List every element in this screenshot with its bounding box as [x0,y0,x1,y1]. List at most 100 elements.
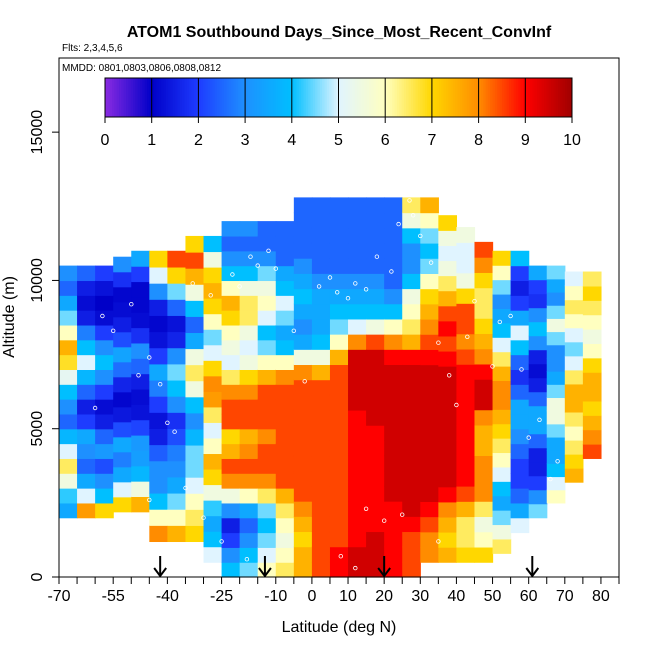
heatmap-cell [293,273,313,290]
heatmap-cell [456,303,476,320]
colorbar-segment [235,78,239,117]
heatmap-cell [95,324,114,341]
heatmap-cell [546,423,566,438]
colorbar-segment [266,78,269,117]
heatmap-cell [293,258,313,274]
y-tick-label: 15000 [29,110,46,155]
colorbar-segment [455,78,459,117]
heatmap-cell [185,396,205,414]
heatmap-cell [546,305,566,319]
heatmap-cell [77,458,96,474]
heatmap-cell [420,303,439,320]
heatmap-cell [528,419,548,435]
heatmap-cell [366,455,385,472]
heatmap-cell [167,412,187,429]
heatmap-cell [510,324,530,341]
heatmap-cell [131,250,150,267]
heatmap-cell [528,489,548,505]
colorbar-segment [126,78,129,117]
colorbar-segment [123,78,127,117]
colorbar-segment [317,78,321,117]
heatmap-cell [366,258,385,274]
heatmap-cell [221,310,241,326]
colorbar-segment [163,78,167,117]
heatmap-cell [510,399,530,415]
heatmap-cell [275,428,295,445]
heatmap-cell [239,399,259,415]
heatmap-cell [402,516,421,533]
heatmap-cell [311,258,331,274]
heatmap-cell [492,337,512,353]
heatmap-cell [402,485,421,502]
colorbar-segment [352,78,356,117]
colorbar-segment [198,78,202,117]
heatmap-cell [131,281,150,298]
heatmap-cell [456,409,476,426]
heatmap-cell [257,384,277,400]
colorbar-segment [182,78,185,117]
heatmap-cell [257,399,277,415]
heatmap-cell [329,334,349,350]
sample-point [526,435,531,440]
colorbar-segment [543,78,547,117]
colorbar-segment [175,78,178,117]
heatmap-cell [167,525,187,543]
heatmap-cell [329,531,349,548]
colorbar-segment [373,78,377,117]
heatmap-cell [275,310,295,326]
heatmap-cell [203,235,223,253]
heatmap-cell [528,405,548,421]
sample-point [110,328,116,333]
heatmap-cell [59,473,78,489]
heatmap-cell [221,369,241,385]
heatmap-cell [384,349,403,366]
colorbar-segment [324,78,328,117]
colorbar-segment [501,78,505,117]
heatmap-cell [546,371,566,385]
heatmap-cell [329,212,349,229]
heatmap-cell [546,344,566,359]
heatmap-cell [149,266,168,284]
heatmap-cell [185,493,205,510]
colorbar-tick-label: 8 [474,132,483,149]
sample-point [302,379,307,384]
heatmap-cell [131,419,150,436]
heatmap-cell [149,379,168,397]
sample-point [335,290,340,295]
heatmap-cell [510,413,530,430]
heatmap-cell [456,333,476,350]
heatmap-cell [582,386,602,402]
heatmap-cell [582,271,602,287]
colorbar-segment [142,78,146,117]
heatmap-cell [203,313,223,330]
heatmap-cell [203,453,223,470]
heatmap-cell [456,318,476,335]
heatmap-cell [257,354,277,370]
colorbar-segment [268,78,272,117]
heatmap-cell [456,440,476,457]
heatmap-cell [95,354,114,370]
heatmap-cell [77,265,96,282]
sample-point [190,281,195,286]
heatmap-cell [311,349,331,366]
heatmap-cell [384,531,403,548]
heatmap-cell [546,410,566,425]
heatmap-cell [474,501,494,518]
heatmap-cell [546,384,566,399]
colorbar-segment [511,78,515,117]
heatmap-cell [474,379,494,395]
heatmap-cell [492,495,512,511]
y-tick-label: 5000 [29,411,46,447]
heatmap-cell [456,272,476,289]
colorbar-segment [196,78,199,117]
heatmap-cell [131,358,150,375]
heatmap-cell [402,425,421,441]
heatmap-cell [149,396,168,413]
heatmap-cell [149,509,168,526]
heatmap-cell [185,348,205,366]
heatmap-cell [59,310,78,326]
heatmap-cell [95,265,114,282]
heatmap-cell [510,428,530,445]
heatmap-cell [402,440,421,457]
heatmap-cell [203,267,223,284]
